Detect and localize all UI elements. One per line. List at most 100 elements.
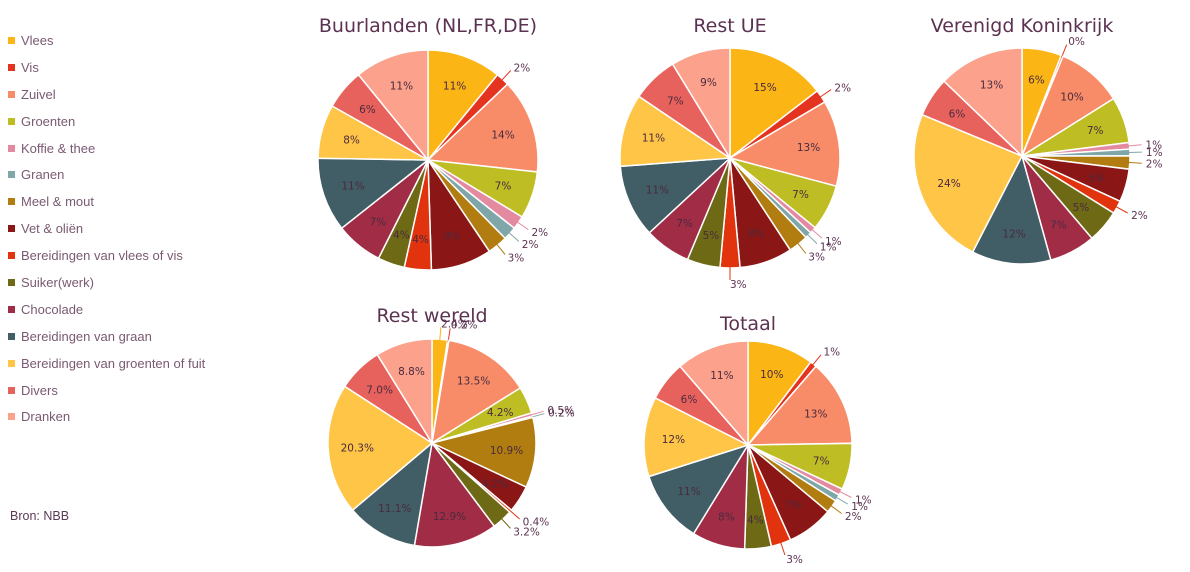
slice-label: 7% [792, 189, 809, 201]
slice-label: 12% [662, 434, 685, 446]
legend-item: Bereidingen van vlees of vis [8, 242, 243, 269]
pie-slice [413, 441, 496, 548]
leader-line [819, 89, 832, 98]
slice-label: 1% [1145, 139, 1162, 151]
slice-label: 7% [813, 456, 830, 468]
source-note: Bron: NBB [10, 509, 70, 523]
slice-label: 13% [797, 142, 820, 154]
slice-label: 6% [949, 109, 966, 121]
pie-slice [426, 82, 539, 173]
slice-label: 0.4% [523, 517, 550, 529]
slice-label: 11% [390, 80, 413, 92]
slice-label: 1% [855, 494, 872, 506]
slice-label: 3.2% [513, 526, 540, 538]
slice-label: 11% [646, 185, 669, 197]
legend-item: Granen [8, 161, 243, 188]
slice-label: 13.5% [457, 376, 490, 388]
slice-label: 7% [370, 216, 387, 228]
slice-label: 5% [1088, 172, 1105, 184]
pie-chart: Buurlanden (NL,FR,DE)11%2%14%7%2%2%3%9%4… [317, 15, 548, 271]
slice-label: 10.9% [490, 445, 523, 457]
leader-line [495, 243, 506, 255]
slice-label: 1% [851, 501, 868, 513]
slice-label: 3% [786, 554, 803, 566]
legend-swatch [8, 171, 15, 179]
slice-label: 11% [642, 133, 665, 145]
leader-line [1127, 161, 1142, 164]
slice-label: 8% [718, 512, 735, 524]
leader-line [780, 541, 786, 556]
slice-label: 2% [522, 239, 539, 251]
chart-title: Verenigd Koninkrijk [931, 15, 1114, 37]
legend-label: Dranken [21, 409, 71, 425]
legend-item: Meel & mout [8, 188, 243, 215]
pie-chart: Totaal10%1%13%7%1%1%2%7%3%4%8%11%12%6%11… [643, 313, 872, 566]
slice-label: 1% [824, 347, 841, 359]
slice-label: 1% [825, 236, 842, 248]
legend-item: Divers [8, 377, 243, 404]
slice-label: 3% [730, 279, 747, 291]
leader-line [811, 228, 823, 239]
pie-chart: Verenigd Koninkrijk6%0%10%7%1%1%2%5%2%5%… [913, 15, 1163, 265]
leader-line [830, 504, 842, 514]
slice-label: 2% [845, 511, 862, 523]
legend-swatch [8, 252, 15, 260]
legend-item: Zuivel [8, 81, 243, 108]
slice-label: 2.4% [441, 318, 468, 330]
pie-slice [647, 443, 750, 535]
leader-line [1061, 44, 1068, 58]
slice-label: 13% [980, 80, 1003, 92]
legend-item: Vis [8, 54, 243, 81]
leader-line [500, 517, 511, 529]
pie-slice [429, 416, 537, 489]
pie-slice [619, 157, 733, 234]
slice-label: 1% [820, 241, 837, 253]
chart-title: Rest wereld [376, 305, 487, 327]
legend-swatch [8, 359, 15, 367]
slice-label: 3% [808, 252, 825, 264]
pie-slice [427, 49, 499, 163]
slice-label: 11% [677, 486, 700, 498]
pie-slice [643, 396, 750, 478]
leader-line [529, 410, 544, 416]
pie-slice [327, 385, 434, 512]
legend-label: Granen [21, 167, 65, 183]
legend-label: Vis [21, 59, 39, 75]
legend-label: Vlees [21, 32, 54, 48]
pie-slice [671, 47, 731, 161]
leader-line [439, 327, 442, 342]
legend-label: Vet & oliën [21, 221, 84, 237]
pie-slice [746, 365, 853, 446]
legend-label: Bereidingen van groenten of fuit [21, 355, 206, 371]
chart-title: Buurlanden (NL,FR,DE) [319, 15, 537, 37]
legend-item: Groenten [8, 108, 243, 135]
slice-label: 20.3% [341, 443, 374, 455]
slice-label: 7% [676, 218, 693, 230]
slice-label: 8% [343, 134, 360, 146]
legend-swatch [8, 332, 15, 340]
legend-swatch [8, 386, 15, 394]
slice-label: 0.5% [547, 405, 574, 417]
legend-item: Bereidingen van graan [8, 323, 243, 350]
pie-slice [430, 339, 522, 445]
legend-label: Suiker(werk) [21, 274, 94, 290]
slice-label: 3% [508, 253, 525, 265]
legend-swatch [8, 36, 15, 44]
slice-label: 4% [393, 230, 410, 242]
slice-label: 2% [514, 63, 531, 75]
slice-label: 1% [1146, 147, 1163, 159]
pie-slice [619, 95, 733, 168]
slice-label: 9% [444, 230, 461, 242]
slice-label: 14% [491, 130, 514, 142]
legend-item: Vet & oliën [8, 215, 243, 242]
legend-label: Groenten [21, 113, 76, 129]
slice-label: 4.2% [487, 407, 514, 419]
legend-swatch [8, 198, 15, 206]
leader-line [508, 231, 520, 242]
pie-slice [357, 49, 429, 163]
slice-label: 6% [359, 104, 376, 116]
legend-item: Vlees [8, 27, 243, 54]
legend-swatch [8, 90, 15, 98]
